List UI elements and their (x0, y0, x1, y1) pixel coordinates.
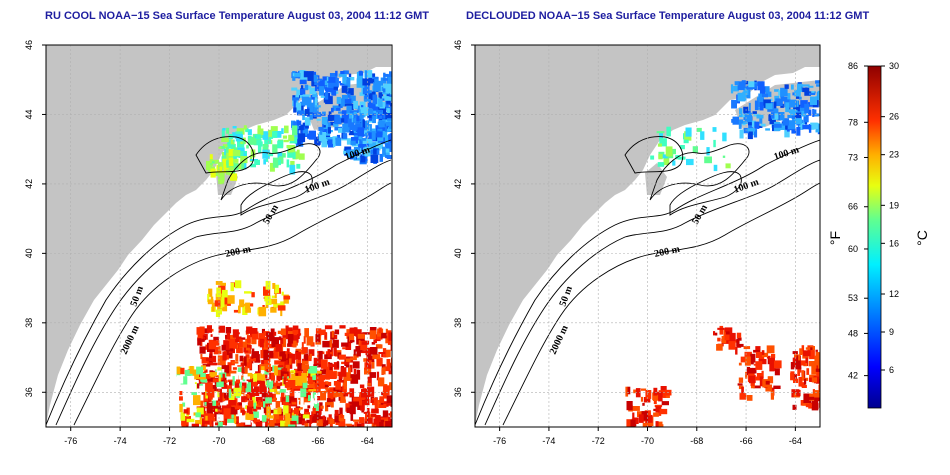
fahrenheit-tick-label: 86 (848, 61, 858, 71)
y-tick-label: 36 (24, 387, 34, 397)
x-tick-label: -70 (212, 436, 225, 446)
x-tick-label: -76 (64, 436, 77, 446)
contour-label: 200 m (653, 244, 681, 260)
fahrenheit-unit-label: °F (827, 231, 843, 245)
fahrenheit-tick-label: 53 (848, 293, 858, 303)
y-tick-label: 46 (24, 40, 34, 50)
fahrenheit-tick-label: 48 (848, 328, 858, 338)
celsius-tick-label: 30 (889, 61, 899, 71)
celsius-tick-label: 19 (889, 200, 899, 210)
fahrenheit-tick-label: 78 (848, 117, 858, 127)
y-tick-label: 38 (453, 318, 463, 328)
y-tick-label: 40 (24, 248, 34, 258)
x-tick-label: -64 (789, 436, 802, 446)
x-tick-label: -72 (163, 436, 176, 446)
x-tick-label: -68 (690, 436, 703, 446)
fahrenheit-tick-label: 60 (848, 244, 858, 254)
celsius-tick-label: 23 (889, 150, 899, 160)
celsius-tick-label: 26 (889, 112, 899, 122)
celsius-tick-label: 12 (889, 289, 899, 299)
y-tick-label: 40 (453, 248, 463, 258)
x-tick-label: -66 (311, 436, 324, 446)
x-tick-label: -64 (361, 436, 374, 446)
celsius-tick-label: 16 (889, 238, 899, 248)
x-tick-label: -72 (592, 436, 605, 446)
contour-label: 200 m (224, 244, 252, 260)
right-chart-title: DECLOUDED NOAA−15 Sea Surface Temperatur… (466, 10, 870, 22)
left-chart-title: RU COOL NOAA−15 Sea Surface Temperature … (45, 10, 430, 22)
celsius-tick-label: 6 (889, 365, 894, 375)
y-tick-label: 44 (453, 109, 463, 119)
colorbar-gradient (867, 65, 882, 409)
fahrenheit-tick-label: 42 (848, 371, 858, 381)
y-tick-label: 42 (24, 179, 34, 189)
x-tick-label: -76 (493, 436, 506, 446)
y-tick-label: 46 (453, 40, 463, 50)
temperature-colorbar: 30 26 23 19 16 12 9 6 86 78 73 66 60 53 48 42 °F °C (827, 61, 930, 409)
x-tick-label: -68 (262, 436, 275, 446)
x-tick-label: -74 (542, 436, 555, 446)
x-tick-label: -70 (641, 436, 654, 446)
y-tick-label: 38 (24, 318, 34, 328)
y-tick-label: 42 (453, 179, 463, 189)
x-tick-label: -74 (114, 436, 127, 446)
y-tick-label: 44 (24, 109, 34, 119)
fahrenheit-tick-label: 73 (848, 152, 858, 162)
sst-pixels (176, 70, 392, 427)
fahrenheit-tick-label: 66 (848, 202, 858, 212)
celsius-tick-label: 9 (889, 327, 894, 337)
celsius-unit-label: °C (914, 230, 930, 246)
y-tick-label: 36 (453, 387, 463, 397)
x-tick-label: -66 (740, 436, 753, 446)
